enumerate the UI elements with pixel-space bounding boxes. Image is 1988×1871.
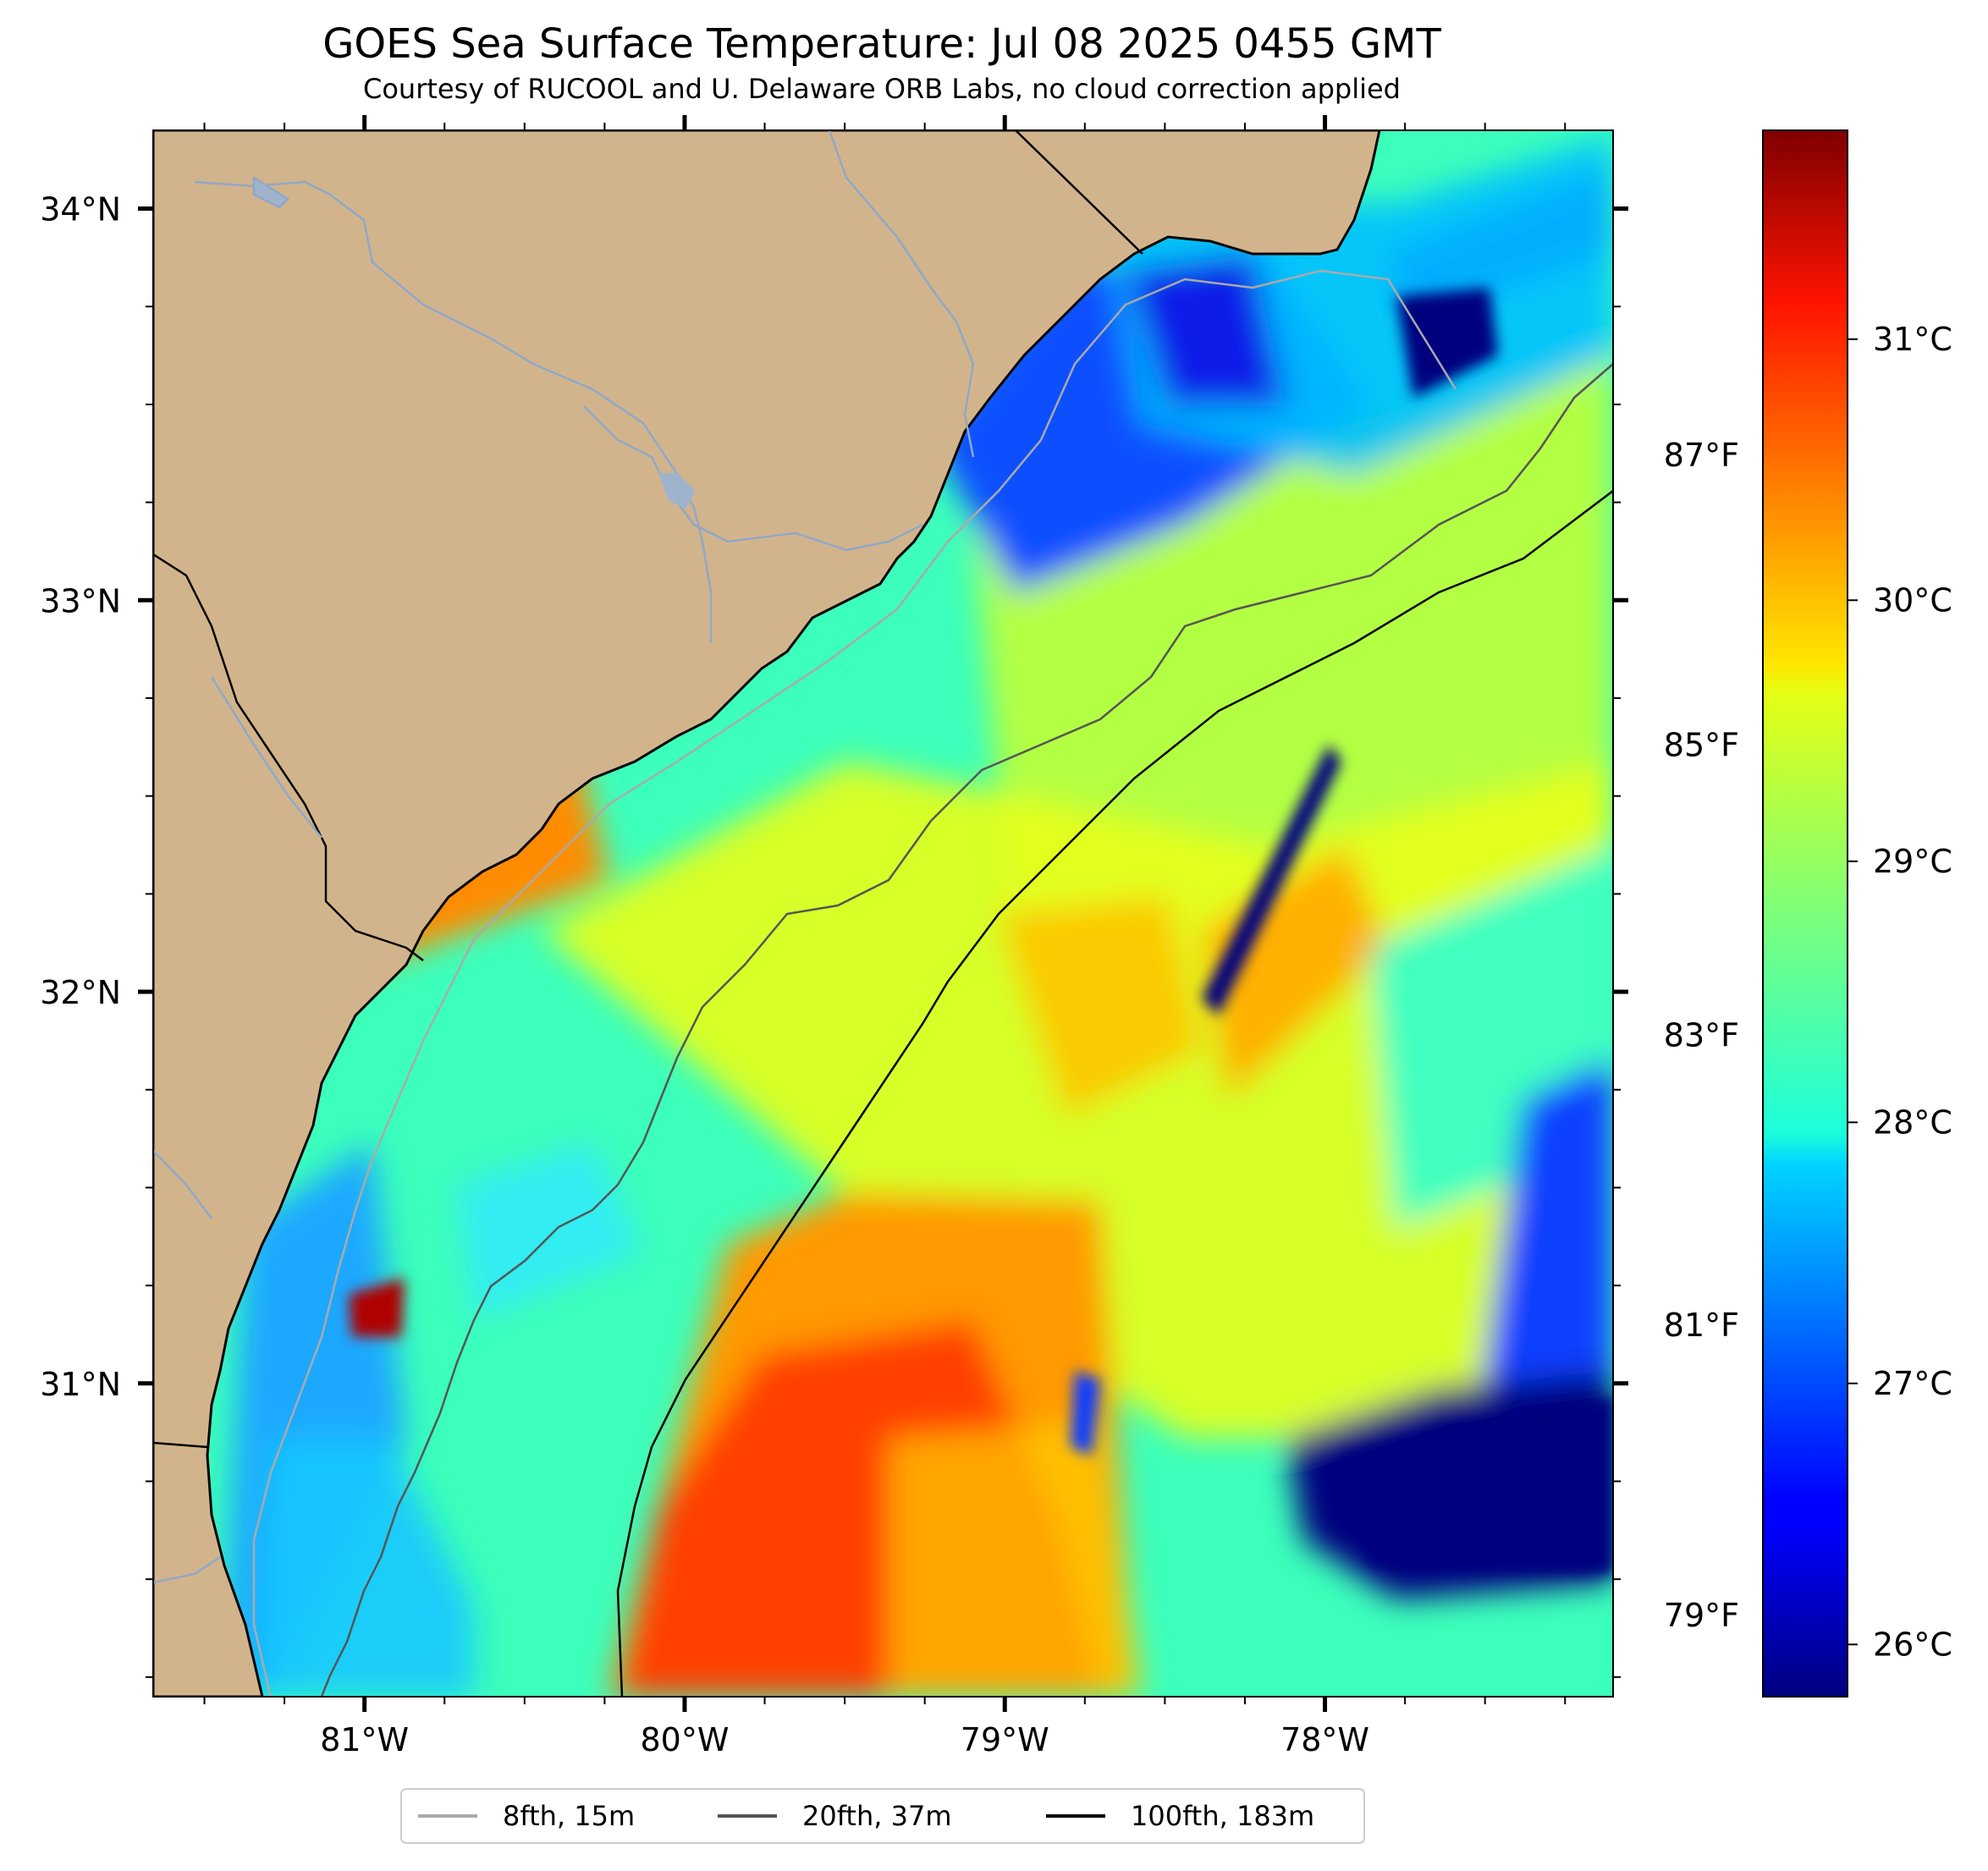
legend-box <box>400 1788 1365 1844</box>
cold-patches <box>349 288 1613 1574</box>
lat-tick-label: 31°N <box>40 1366 121 1403</box>
legend-label-20fth: 20fth, 37m <box>802 1800 951 1832</box>
lon-tick-label: 81°W <box>320 1721 409 1758</box>
fahrenheit-tick-label: 79°F <box>1664 1597 1739 1634</box>
lat-tick-label: 33°N <box>40 582 121 619</box>
isobath-100fth <box>616 490 1613 1697</box>
lat-tick-label: 32°N <box>40 974 121 1011</box>
legend-label-100fth: 100fth, 183m <box>1131 1800 1314 1832</box>
map-frame <box>152 129 1614 1698</box>
figure-subtitle: Courtesy of RUCOOL and U. Delaware ORB L… <box>363 73 1401 105</box>
celsius-tick-label: 29°C <box>1873 843 1952 880</box>
celsius-tick-label: 27°C <box>1873 1365 1952 1402</box>
celsius-tick-label: 28°C <box>1873 1103 1952 1141</box>
celsius-tick-label: 30°C <box>1873 581 1952 619</box>
rivers <box>153 130 975 1584</box>
fahrenheit-tick-label: 81°F <box>1664 1307 1739 1344</box>
fahrenheit-tick-label: 85°F <box>1664 727 1739 764</box>
state-border <box>153 553 424 961</box>
map-axes: 81°W 80°W 79°W 78°W 34°N 33°N 32°N 31°N <box>40 115 1628 1758</box>
colorbar-axes: 26°C 27°C 28°C 29°C 30°C 31°C 79°F 81°F 83°F 85°F… <box>1664 321 1952 1664</box>
celsius-tick-label: 31°C <box>1873 321 1952 358</box>
lon-tick-label: 80°W <box>640 1721 729 1758</box>
fahrenheit-tick-label: 83°F <box>1664 1016 1739 1054</box>
legend: 8fth, 15m 20fth, 37m 100fth, 183m <box>400 1788 1365 1844</box>
legend-label-8fth: 8fth, 15m <box>503 1800 635 1832</box>
lon-tick-label: 79°W <box>961 1721 1049 1758</box>
isobath-8fth <box>252 269 1457 1697</box>
figure-title: GOES Sea Surface Temperature: Jul 08 202… <box>322 20 1441 68</box>
fahrenheit-tick-label: 87°F <box>1664 437 1739 474</box>
map-panel <box>153 130 1613 1697</box>
isobath-20fth <box>320 363 1613 1697</box>
lon-tick-label: 78°W <box>1280 1721 1369 1758</box>
state-border-ga-fl <box>153 1441 208 1449</box>
celsius-tick-label: 26°C <box>1873 1626 1952 1663</box>
land-mass <box>153 130 1381 1697</box>
state-border-nc-sc <box>1015 130 1143 255</box>
sst-anomalies <box>220 135 1613 1697</box>
lat-tick-label: 34°N <box>40 191 121 228</box>
colorbar <box>1762 129 1848 1698</box>
